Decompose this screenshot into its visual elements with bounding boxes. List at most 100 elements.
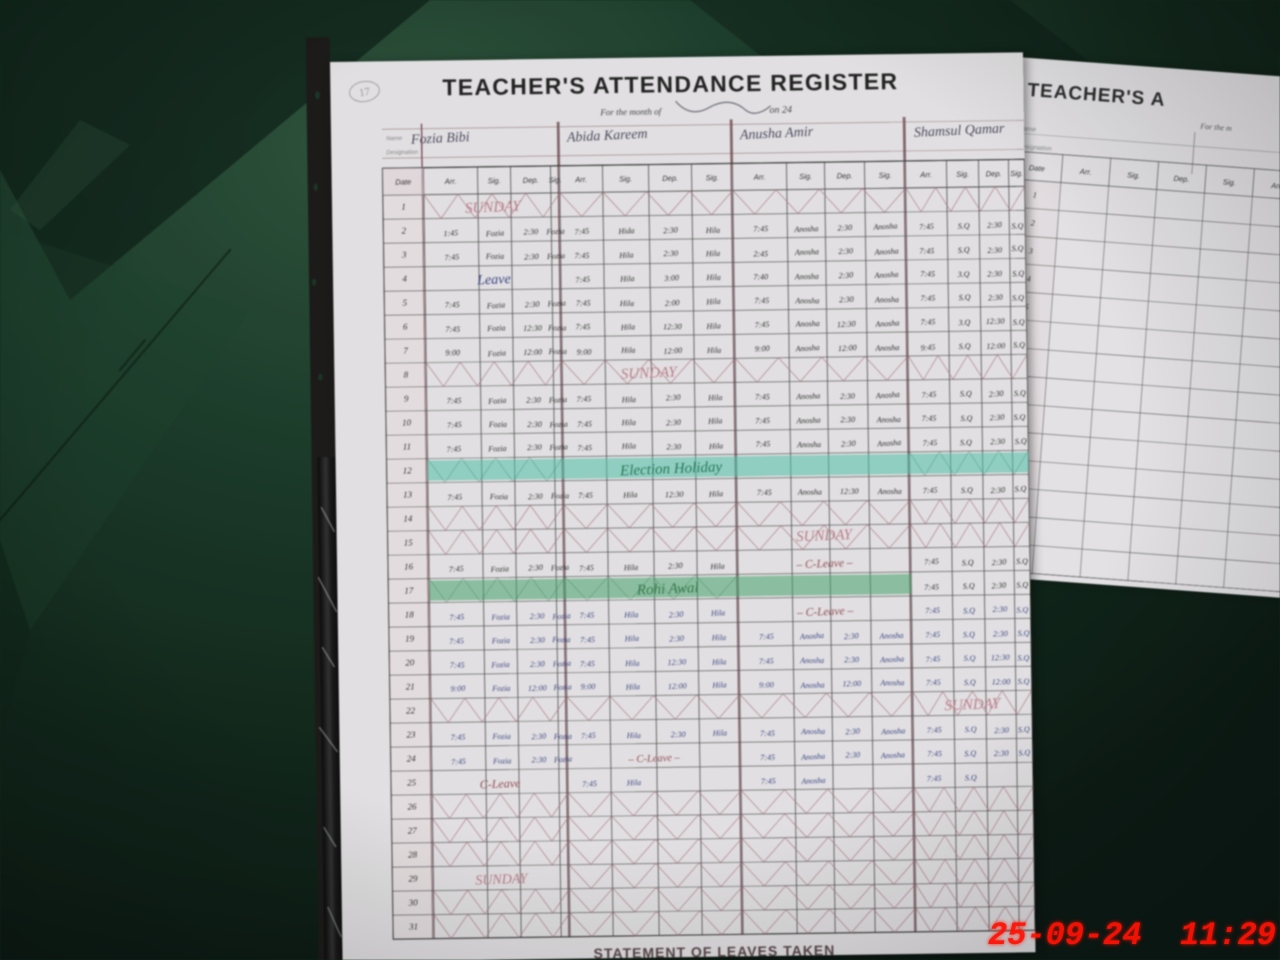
svg-text:S.Q: S.Q [962,558,975,568]
svg-text:Anosha: Anosha [797,487,822,496]
svg-text:7:45: 7:45 [755,416,770,425]
svg-text:S.Q: S.Q [965,725,977,735]
svg-text:7:45: 7:45 [924,557,939,567]
svg-text:Hila: Hila [705,249,721,259]
svg-text:Hila: Hila [711,680,727,690]
svg-text:7:45: 7:45 [449,564,464,574]
svg-text:Hila: Hila [625,682,641,692]
svg-text:Hila: Hila [624,634,640,644]
svg-text:10: 10 [402,417,412,427]
svg-text:7:45: 7:45 [921,390,936,400]
svg-text:9:00: 9:00 [445,348,460,357]
svg-text:Hila: Hila [621,418,636,427]
svg-text:Fozia: Fozia [553,732,572,741]
svg-text:Dep.: Dep. [523,176,539,185]
svg-text:1:45: 1:45 [443,228,458,238]
svg-text:12:00: 12:00 [523,348,542,357]
svg-text:S.Q: S.Q [958,221,970,230]
svg-text:S.Q: S.Q [958,292,971,302]
svg-text:7:45: 7:45 [757,488,772,497]
svg-text:7:45: 7:45 [927,749,942,758]
svg-text:12:00: 12:00 [663,346,682,356]
svg-text:Fozia: Fozia [491,732,510,741]
svg-text:7:45: 7:45 [580,659,595,668]
svg-text:8: 8 [404,370,409,380]
svg-text:Anosha: Anosha [796,440,821,449]
svg-text:20: 20 [405,657,415,667]
svg-text:Fozia: Fozia [550,491,569,500]
svg-text:Anosha: Anosha [872,221,897,231]
svg-text:Hila: Hila [707,416,723,426]
svg-text:Fozia: Fozia [487,444,507,454]
svg-text:9:00: 9:00 [577,348,592,357]
svg-text:2:30: 2:30 [988,293,1003,303]
svg-text:2:30: 2:30 [528,563,543,573]
svg-text:7:45: 7:45 [925,606,940,616]
svg-text:Anosha: Anosha [873,270,899,281]
svg-text:Fozia: Fozia [552,659,572,669]
svg-text:S.Q: S.Q [1018,629,1030,638]
svg-text:Fozia: Fozia [551,611,571,621]
svg-text:Hila: Hila [626,731,641,740]
svg-text:7:45: 7:45 [580,611,595,621]
svg-text:7:45: 7:45 [755,392,770,401]
svg-text:Fozia: Fozia [491,684,510,693]
svg-text:12:30: 12:30 [991,653,1010,663]
svg-text:4: 4 [402,274,407,284]
svg-text:9:45: 9:45 [920,343,935,353]
svg-text:2:30: 2:30 [844,655,859,664]
svg-text:Fozia Bibi: Fozia Bibi [410,130,470,148]
svg-text:5: 5 [403,298,408,308]
svg-text:7:45: 7:45 [760,753,775,762]
svg-text:Hila: Hila [620,346,635,355]
svg-text:Anosha: Anosha [795,319,820,329]
svg-text:7:45: 7:45 [446,444,461,454]
svg-text:2:30: 2:30 [528,492,543,502]
svg-text:S.Q: S.Q [1017,677,1029,686]
svg-text:31: 31 [408,921,418,931]
svg-text:9:00: 9:00 [581,682,596,691]
svg-text:Name: Name [386,136,403,142]
svg-text:S.Q: S.Q [1012,244,1024,253]
svg-text:7:45: 7:45 [447,420,462,430]
svg-text:S.Q: S.Q [1012,269,1025,279]
svg-text:Hila: Hila [624,659,639,668]
svg-text:Leave: Leave [476,272,511,288]
svg-text:7:45: 7:45 [580,635,595,644]
svg-text:Hila: Hila [709,562,725,572]
svg-text:Sig.: Sig. [549,175,562,184]
svg-text:Anosha: Anosha [874,343,899,353]
svg-text:Fozia: Fozia [490,660,510,670]
svg-text:13: 13 [403,489,413,499]
svg-text:6: 6 [403,322,408,332]
svg-text:SUNDAY: SUNDAY [465,199,523,217]
svg-text:7:45: 7:45 [449,612,464,622]
svg-text:Hila: Hila [619,299,634,308]
svg-text:12:30: 12:30 [663,322,682,331]
svg-text:Sig.: Sig. [879,171,892,180]
svg-text:Arr.: Arr. [574,175,587,184]
svg-text:2:30: 2:30 [845,750,860,759]
svg-text:21: 21 [406,681,415,691]
svg-text:Fozia: Fozia [485,252,504,261]
svg-text:Anosha: Anosha [876,415,901,424]
svg-text:Dep.: Dep. [837,171,853,180]
svg-text:7:45: 7:45 [575,275,590,285]
svg-text:12:30: 12:30 [665,490,684,500]
svg-text:9: 9 [404,394,409,404]
svg-text:Sig.: Sig. [706,173,719,182]
svg-text:28: 28 [408,849,418,859]
svg-text:7:45: 7:45 [575,251,590,260]
svg-text:7:45: 7:45 [927,725,942,735]
svg-text:S.Q: S.Q [965,773,977,782]
svg-text:7:45: 7:45 [754,320,769,330]
svg-text:Hila: Hila [712,728,727,737]
svg-text:Anosha: Anosha [874,318,900,329]
svg-text:7:45: 7:45 [449,636,464,646]
svg-text:Arr.: Arr. [444,177,457,186]
svg-text:2:30: 2:30 [668,610,683,620]
svg-text:2:30: 2:30 [994,749,1009,758]
svg-text:2:30: 2:30 [989,389,1004,399]
svg-text:2:30: 2:30 [993,629,1008,638]
svg-text:2:30: 2:30 [666,393,681,403]
